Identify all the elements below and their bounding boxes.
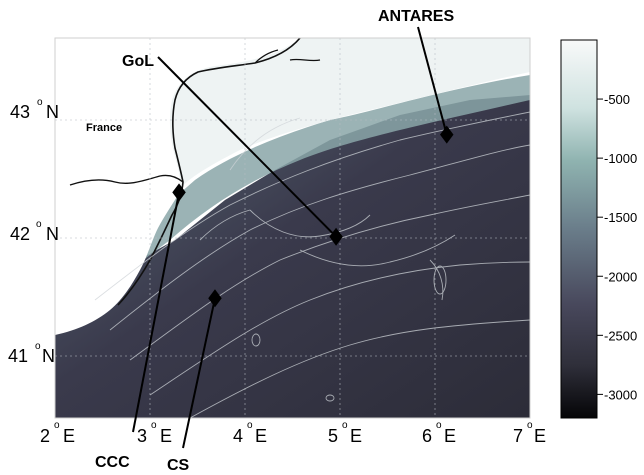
site-label: ANTARES (378, 8, 454, 25)
degree-symbol: o (436, 420, 442, 431)
degree-symbol: o (527, 420, 533, 431)
site-leader-line (417, 26, 448, 135)
site-marker-icon (329, 227, 343, 246)
colorbar-tick-label: -1500 (604, 210, 637, 225)
latitude-labels: 43 o N 42 o N 41 o N (8, 97, 59, 366)
site-label: CCC (95, 454, 130, 471)
degree-symbol: o (36, 219, 42, 230)
degree-symbol: o (37, 97, 43, 108)
colorbar-tick-label: -3000 (604, 387, 637, 402)
longitude-label: 5 (328, 426, 338, 446)
latitude-unit: N (46, 102, 59, 122)
longitude-unit: E (160, 426, 172, 446)
colorbar-tick-label: -1000 (604, 151, 637, 166)
colorbar-ticks: -500 -1000 -1500 -2000 -2500 -3000 (597, 92, 637, 402)
degree-symbol: o (35, 341, 41, 352)
colorbar-tick-label: -2500 (604, 328, 637, 343)
longitude-unit: E (350, 426, 362, 446)
map-panel (54, 37, 531, 419)
longitude-label: 3 (137, 426, 147, 446)
longitude-label: 2 (40, 426, 50, 446)
coastline (117, 38, 301, 306)
river-line (254, 49, 321, 64)
longitude-label: 7 (513, 426, 523, 446)
depth-colorbar: -500 -1000 -1500 -2000 -2500 -3000 (560, 39, 637, 419)
degree-symbol: o (342, 420, 348, 431)
degree-symbol: o (247, 420, 253, 431)
site-label: GoL (122, 53, 154, 70)
region-label-france: France (86, 122, 122, 134)
continental-slope (55, 75, 530, 330)
site-leader-line (182, 297, 216, 449)
border-line (69, 174, 184, 186)
colorbar-gradient (560, 39, 598, 419)
map-grid (55, 38, 530, 418)
longitude-unit: E (444, 426, 456, 446)
site-leader-line (132, 192, 181, 433)
site-marker-icon (440, 125, 454, 144)
deep-sea-area (55, 95, 530, 418)
site-label: CS (167, 457, 190, 474)
colorbar-tick-label: -2000 (604, 269, 637, 284)
longitude-label: 4 (233, 426, 243, 446)
longitude-unit: E (255, 426, 267, 446)
longitude-labels: 2 o E 3 o E 4 o E 5 o E 6 o E 7 o E (40, 420, 546, 446)
longitude-unit: E (63, 426, 75, 446)
site-markers: ANTARES GoL CCC CS (95, 8, 454, 474)
longitude-label: 6 (422, 426, 432, 446)
site-marker-icon (208, 289, 222, 308)
site-marker-icon (172, 183, 186, 202)
latitude-unit: N (42, 346, 55, 366)
longitude-unit: E (534, 426, 546, 446)
colorbar-tick-label: -500 (604, 92, 630, 107)
map-border (54, 37, 531, 419)
site-leader-line (157, 56, 337, 238)
latitude-label: 41 (8, 346, 28, 366)
latitude-label: 43 (10, 102, 30, 122)
degree-symbol: o (54, 420, 60, 431)
degree-symbol: o (151, 420, 157, 431)
latitude-label: 42 (10, 224, 30, 244)
latitude-unit: N (46, 224, 59, 244)
